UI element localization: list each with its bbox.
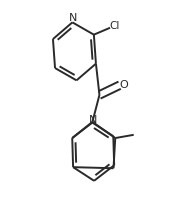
Text: O: O [119, 80, 128, 90]
Text: N: N [69, 13, 78, 23]
Text: Cl: Cl [110, 21, 120, 31]
Text: N: N [89, 115, 98, 125]
